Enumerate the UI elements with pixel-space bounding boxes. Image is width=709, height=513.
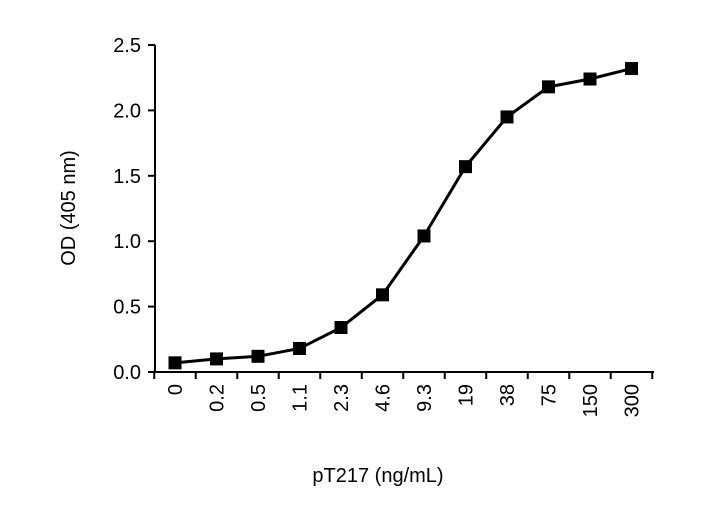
y-tick-label: 2.5 [113, 35, 141, 57]
y-axis-title: OD (405 nm) [58, 150, 80, 266]
x-tick-label: 150 [580, 384, 602, 417]
x-tick-label: 0 [165, 384, 187, 395]
data-point [293, 341, 306, 355]
series-line [174, 67, 632, 365]
x-ticks: 0 0.2 0.5 1.1 2.3 4.6 9.3 19 38 75 150 300 [153, 372, 654, 417]
y-tick-label: 1.0 [113, 231, 141, 253]
data-point [251, 349, 265, 363]
y-tick-label: 0.0 [113, 362, 141, 384]
y-tick-label: 0.5 [113, 297, 141, 319]
x-tick-label: 1.1 [290, 384, 312, 412]
x-tick-label: 0.5 [248, 384, 270, 412]
x-tick-label: 38 [497, 384, 519, 406]
data-point [459, 160, 472, 174]
x-tick-label: 75 [539, 384, 561, 406]
x-axis-title: pT217 (ng/mL) [312, 465, 443, 487]
data-point [625, 62, 638, 76]
series [168, 62, 638, 370]
y-tick-label: 1.5 [113, 166, 141, 188]
data-point [500, 110, 514, 124]
x-tick-label: 19 [456, 384, 478, 406]
x-tick-label: 300 [622, 384, 644, 417]
data-point [334, 321, 348, 335]
data-point [210, 352, 223, 366]
y-ticks: 0.0 0.5 1.0 1.5 2.0 2.5 [113, 35, 155, 384]
x-tick-label: 0.2 [207, 384, 229, 412]
data-point [542, 80, 555, 94]
x-tick-label: 4.6 [373, 384, 395, 412]
data-point [583, 72, 597, 86]
data-point [417, 229, 431, 243]
x-tick-label: 2.3 [331, 384, 353, 412]
y-tick-label: 2.0 [113, 100, 141, 122]
data-point [376, 288, 389, 302]
x-tick-label: 9.3 [414, 384, 436, 412]
axes [154, 45, 654, 373]
data-point [168, 356, 182, 370]
